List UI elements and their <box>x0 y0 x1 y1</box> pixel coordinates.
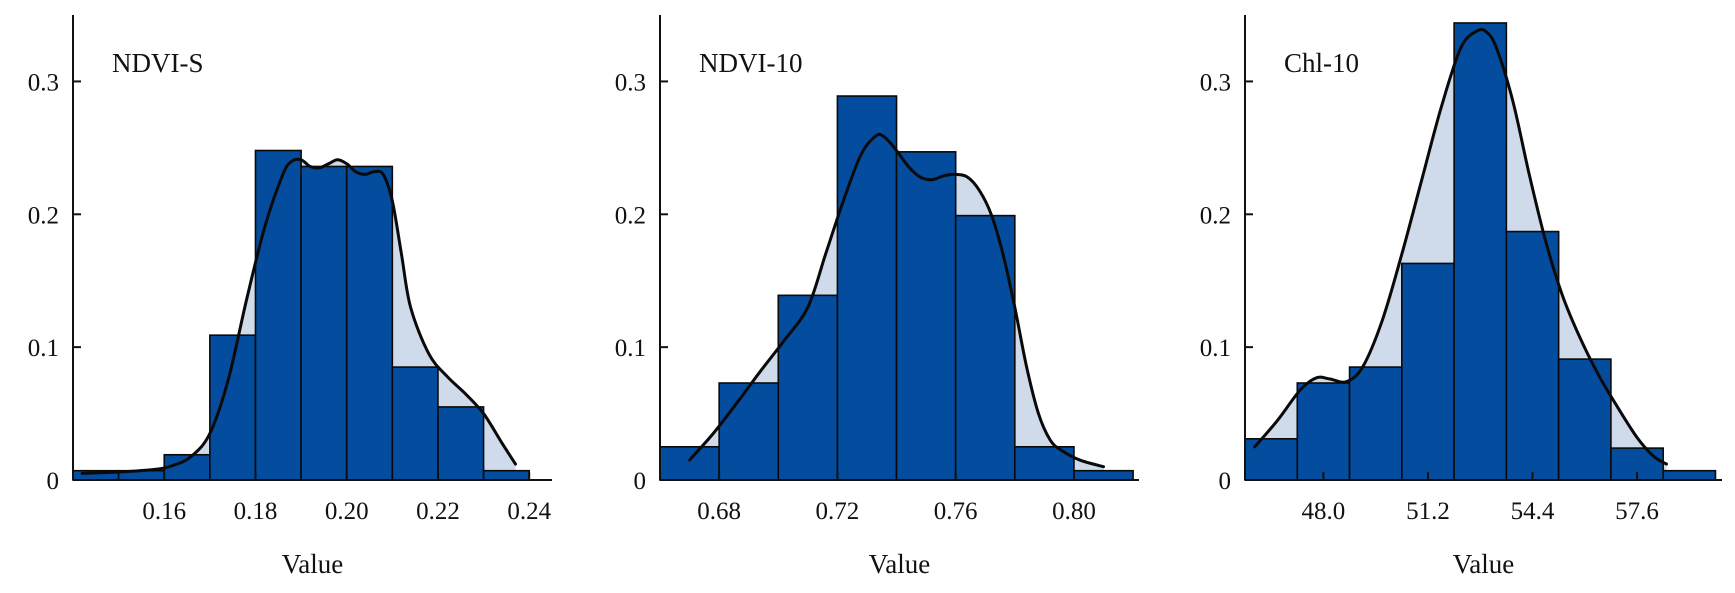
x-tick-label: 51.2 <box>1406 498 1450 525</box>
x-tick-label: 0.18 <box>234 498 278 525</box>
x-tick-label: 0.72 <box>816 498 860 525</box>
x-tick-label: 0.22 <box>416 498 460 525</box>
y-tick-label: 0.1 <box>615 335 646 362</box>
panel-ndvi-s: 0 0.1 0.2 0.3 0.16 0.18 0.20 0.22 0.24 NDVI-S Va… <box>28 15 552 579</box>
histogram-bar <box>778 295 837 480</box>
y-tick-label: 0.2 <box>1200 202 1231 229</box>
bars-layer <box>660 96 1133 480</box>
histogram-bar <box>837 96 896 480</box>
y-tick-label: 0.2 <box>615 202 646 229</box>
panel-chl-10: 0 0.1 0.2 0.3 48.0 51.2 54.4 57.6 Chl-10 Value <box>1200 15 1722 579</box>
histogram-bar <box>1559 359 1611 480</box>
bars-layer <box>1245 23 1715 480</box>
histogram-bar <box>392 367 438 480</box>
y-tick-label: 0.3 <box>615 69 646 96</box>
y-tick-label: 0.3 <box>28 69 59 96</box>
histogram-bar <box>1506 232 1558 480</box>
histogram-bar <box>1297 383 1349 480</box>
panel-label: Chl-10 <box>1284 48 1359 78</box>
histogram-bar <box>347 166 393 480</box>
x-tick-label: 0.20 <box>325 498 369 525</box>
y-tick-label: 0 <box>1219 468 1232 495</box>
y-tick-label: 0.1 <box>1200 335 1231 362</box>
histogram-bar <box>897 152 956 480</box>
x-tick-label: 0.80 <box>1052 498 1096 525</box>
histogram-bar <box>1350 367 1402 480</box>
histogram-bar <box>1074 471 1133 480</box>
x-tick-label: 0.68 <box>697 498 741 525</box>
histogram-bar <box>719 383 778 480</box>
histogram-bar <box>1663 471 1715 480</box>
panel-ndvi-10: 0 0.1 0.2 0.3 0.68 0.72 0.76 0.80 NDVI-10 Value <box>615 15 1139 579</box>
x-tick-label: 0.16 <box>142 498 186 525</box>
y-tick-label: 0 <box>634 468 647 495</box>
x-tick-label: 0.76 <box>934 498 978 525</box>
y-tick-label: 0.1 <box>28 335 59 362</box>
histogram-bar <box>956 216 1015 480</box>
histogram-bar <box>255 151 301 480</box>
histogram-bar <box>484 471 530 480</box>
x-axis-label: Value <box>1453 549 1514 579</box>
panel-label: NDVI-10 <box>699 48 802 78</box>
y-tick-label: 0 <box>47 468 60 495</box>
x-axis-label: Value <box>869 549 930 579</box>
panel-label: NDVI-S <box>112 48 204 78</box>
x-axis-label: Value <box>282 549 343 579</box>
x-tick-label: 0.24 <box>507 498 551 525</box>
histogram-bar <box>438 407 484 480</box>
histogram-bar <box>301 166 347 480</box>
y-tick-label: 0.2 <box>28 202 59 229</box>
histogram-bar <box>1454 23 1506 480</box>
x-tick-label: 48.0 <box>1302 498 1346 525</box>
histogram-bar <box>1245 439 1297 480</box>
histogram-bar <box>1402 263 1454 480</box>
x-tick-label: 54.4 <box>1511 498 1555 525</box>
y-tick-label: 0.3 <box>1200 69 1231 96</box>
bars-layer <box>73 151 529 480</box>
x-tick-label: 57.6 <box>1615 498 1659 525</box>
histogram-bar <box>660 447 719 480</box>
